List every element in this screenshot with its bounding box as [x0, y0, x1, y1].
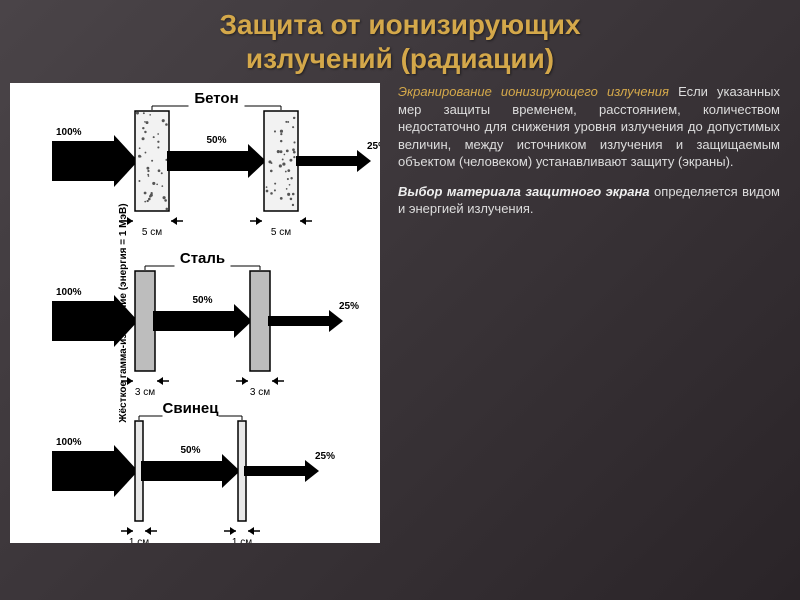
svg-text:25%: 25%	[367, 141, 380, 152]
svg-text:5 см: 5 см	[271, 227, 291, 238]
svg-text:3 см: 3 см	[250, 387, 270, 398]
paragraph-2: Выбор материала защитного экрана определ…	[398, 183, 780, 218]
svg-text:1 см: 1 см	[232, 537, 252, 543]
diagram-svg: Бетон 100% 50% 25% 5 см 5 см Сталь 100% 50% 25% 3 …	[10, 83, 380, 543]
p1-lead: Экранирование ионизирующего излучения	[398, 84, 669, 99]
description-text: Экранирование ионизирующего излучения Ес…	[380, 83, 780, 543]
svg-text:25%: 25%	[315, 451, 335, 462]
svg-text:3 см: 3 см	[135, 387, 155, 398]
svg-text:25%: 25%	[339, 301, 359, 312]
title-line-1: Защита от ионизирующих	[219, 9, 580, 40]
svg-text:Сталь: Сталь	[180, 250, 225, 267]
svg-text:100%: 100%	[56, 437, 82, 448]
shielding-diagram: Жёсткое гамма-излучение (энергия = 1 МэВ…	[10, 83, 380, 543]
paragraph-1: Экранирование ионизирующего излучения Ес…	[398, 83, 780, 171]
page-title: Защита от ионизирующих излучений (радиац…	[0, 0, 800, 75]
svg-text:50%: 50%	[206, 135, 226, 146]
content-area: Жёсткое гамма-излучение (энергия = 1 МэВ…	[0, 75, 800, 543]
svg-text:1 см: 1 см	[129, 537, 149, 543]
svg-text:50%: 50%	[180, 445, 200, 456]
svg-text:Бетон: Бетон	[194, 90, 238, 107]
p2-lead: Выбор материала защитного экрана	[398, 184, 650, 199]
svg-text:100%: 100%	[56, 127, 82, 138]
title-line-2: излучений (радиации)	[246, 43, 554, 74]
svg-text:Свинец: Свинец	[163, 400, 220, 417]
svg-text:50%: 50%	[192, 295, 212, 306]
svg-text:100%: 100%	[56, 287, 82, 298]
svg-text:5 см: 5 см	[142, 227, 162, 238]
